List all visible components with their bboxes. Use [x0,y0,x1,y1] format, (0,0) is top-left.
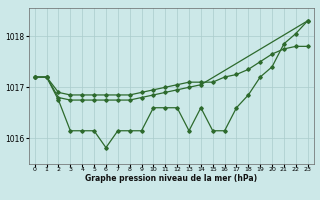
X-axis label: Graphe pression niveau de la mer (hPa): Graphe pression niveau de la mer (hPa) [85,174,257,183]
